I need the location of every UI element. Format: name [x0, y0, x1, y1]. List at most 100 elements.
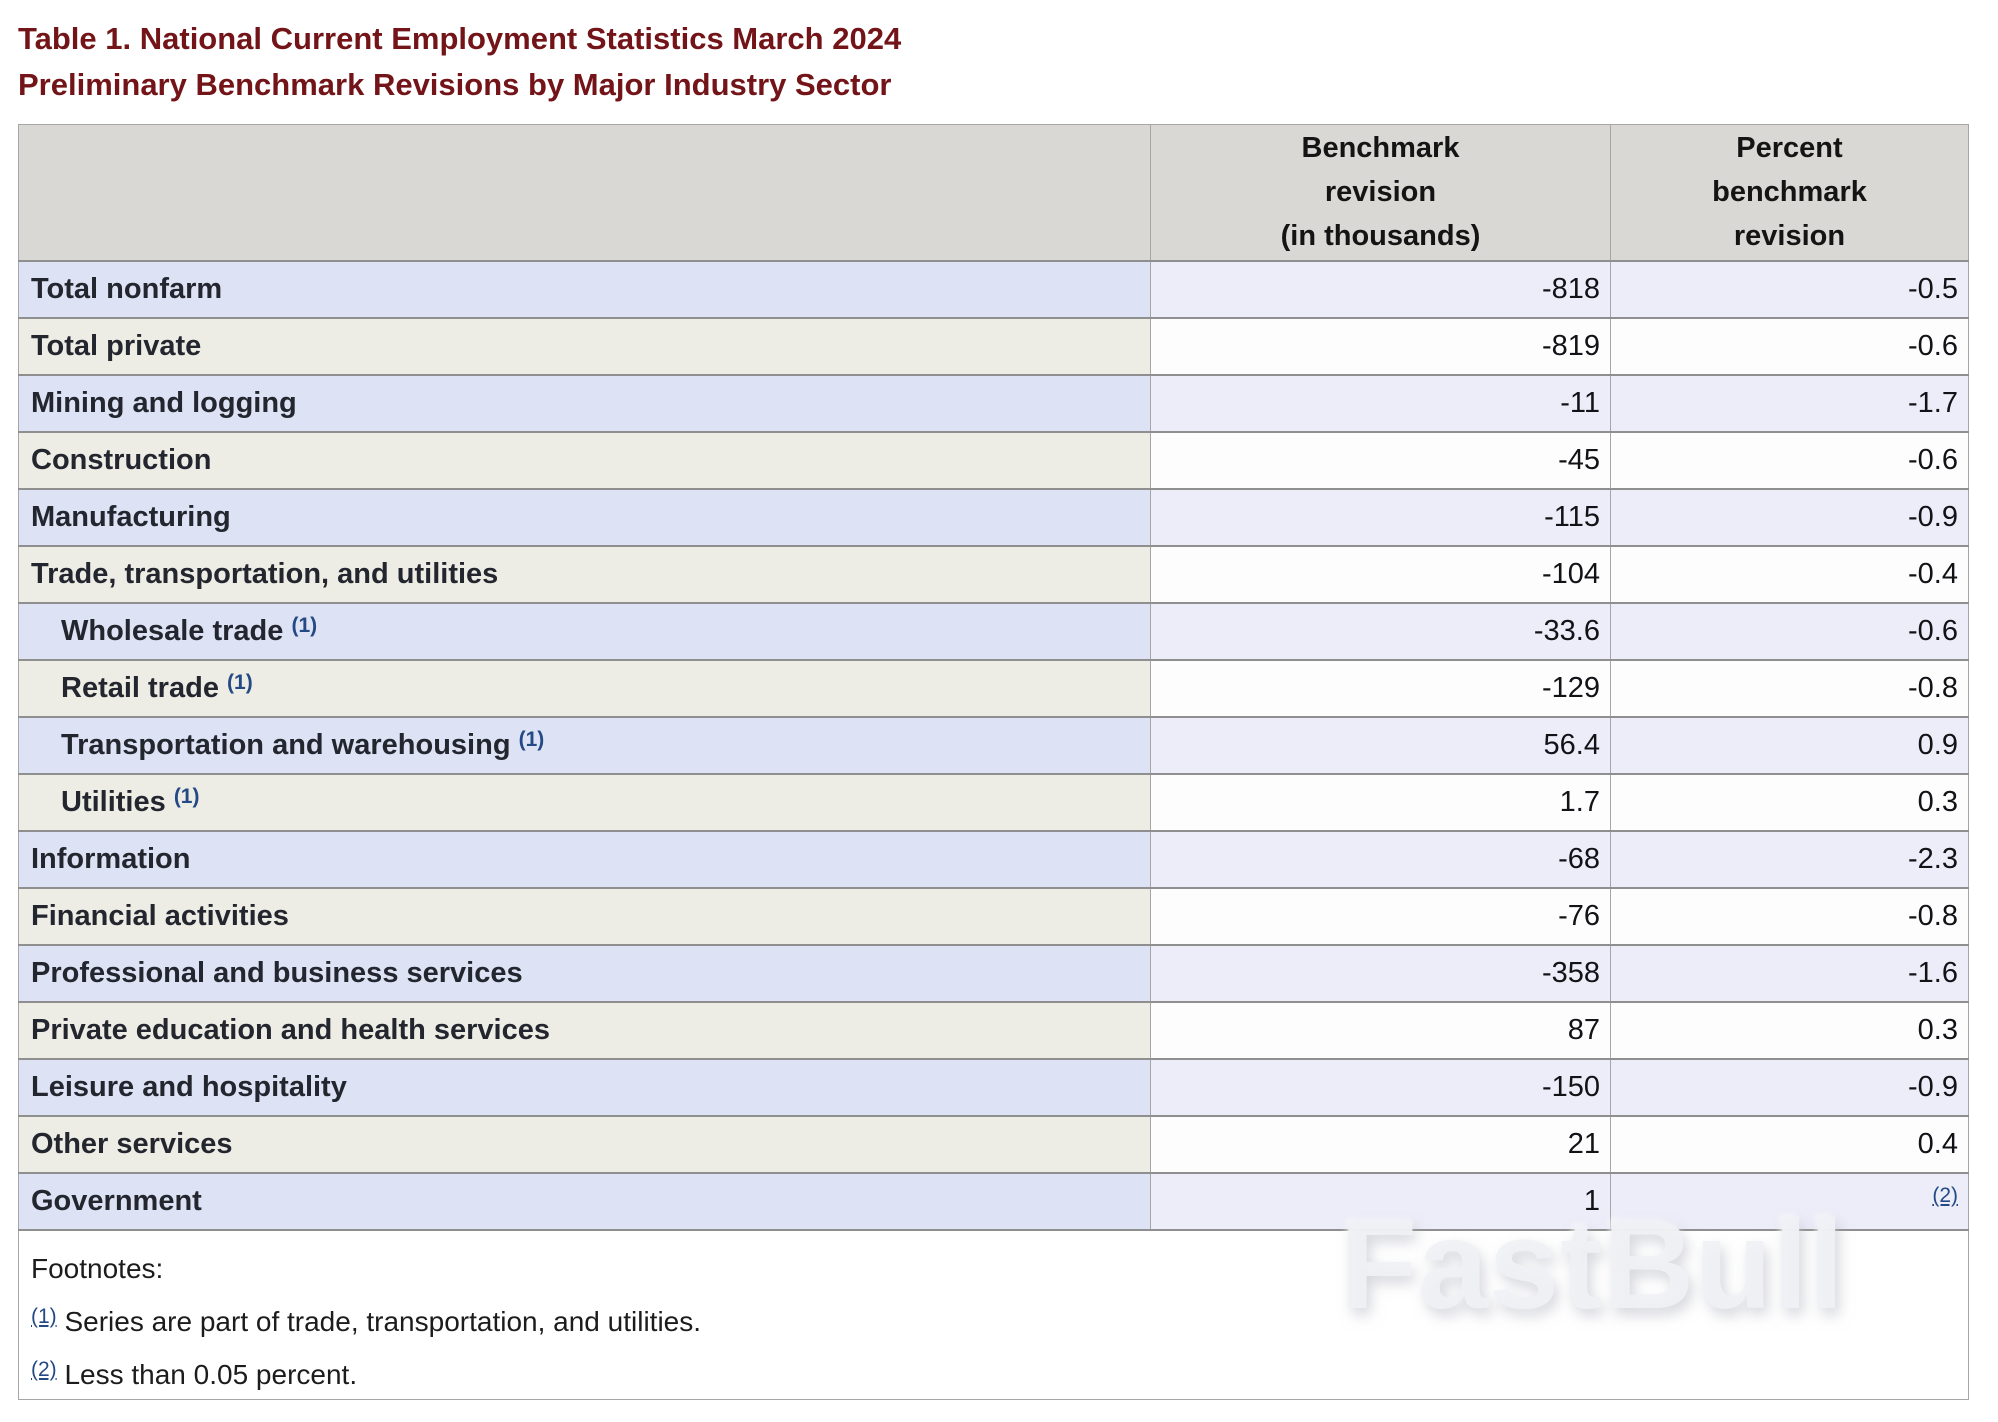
industry-label-cell: Construction: [18, 431, 1151, 489]
table-header-row: Benchmark revision (in thousands) Percen…: [18, 124, 1969, 262]
footnote-ref-link[interactable]: (1): [518, 728, 545, 751]
benchmark-revision-value: 1.7: [1150, 773, 1611, 831]
header-percent-revision-column: Percent benchmark revision: [1610, 124, 1969, 262]
page-title: Table 1. National Current Employment Sta…: [18, 16, 901, 108]
footnote-text: Series are part of trade, transportation…: [56, 1305, 702, 1337]
industry-label-cell: Wholesale trade (1): [18, 602, 1151, 660]
footnote-item: (2) Less than 0.05 percent.: [31, 1346, 1968, 1399]
industry-label: Wholesale trade: [61, 615, 284, 647]
industry-label: Total private: [31, 329, 202, 362]
industry-label-cell: Information: [18, 830, 1151, 888]
benchmark-revisions-table: Benchmark revision (in thousands) Percen…: [18, 124, 1969, 1400]
industry-label: Government: [31, 1184, 202, 1217]
percent-revision-value: -0.6: [1610, 602, 1969, 660]
percent-revision-value: -0.6: [1610, 317, 1969, 375]
header-benchmark-line1: Benchmark: [1301, 132, 1460, 165]
header-percent-line2: benchmark: [1712, 176, 1867, 209]
benchmark-revision-value: -104: [1150, 545, 1611, 603]
industry-label: Construction: [31, 443, 212, 476]
footnote-anchor-link[interactable]: (2): [31, 1357, 57, 1381]
benchmark-revision-value: 56.4: [1150, 716, 1611, 774]
header-benchmark-line3: (in thousands): [1280, 220, 1481, 253]
benchmark-revision-value: -818: [1150, 260, 1611, 318]
table-row: Information -68 -2.3: [18, 830, 1969, 888]
industry-label: Total nonfarm: [31, 272, 223, 305]
table-row: Retail trade (1) -129 -0.8: [18, 659, 1969, 717]
footnote-item: (1) Series are part of trade, transporta…: [31, 1293, 1968, 1346]
industry-label-cell: Leisure and hospitality: [18, 1058, 1151, 1116]
percent-revision-value: 0.3: [1610, 1001, 1969, 1059]
header-percent-line1: Percent: [1736, 132, 1843, 165]
industry-label-cell: Retail trade (1): [18, 659, 1151, 717]
percent-revision-value: -0.9: [1610, 1058, 1969, 1116]
benchmark-revisions-table-container: Benchmark revision (in thousands) Percen…: [18, 124, 1969, 1400]
footnotes-list: (1) Series are part of trade, transporta…: [31, 1293, 1968, 1399]
industry-label-cell: Government: [18, 1172, 1151, 1230]
table-row: Government 1 (2): [18, 1172, 1969, 1230]
benchmark-revision-value: -819: [1150, 317, 1611, 375]
industry-label: Professional and business services: [31, 956, 523, 989]
benchmark-revision-value: 21: [1150, 1115, 1611, 1173]
percent-revision-value: -1.7: [1610, 374, 1969, 432]
industry-label: Manufacturing: [31, 500, 231, 533]
percent-revision-value: -1.6: [1610, 944, 1969, 1002]
page-title-line2: Preliminary Benchmark Revisions by Major…: [18, 67, 892, 102]
page-title-line1: Table 1. National Current Employment Sta…: [18, 21, 902, 56]
percent-revision-value: -0.9: [1610, 488, 1969, 546]
industry-label-cell: Utilities (1): [18, 773, 1151, 831]
industry-label: Information: [31, 842, 191, 875]
industry-label-cell: Total private: [18, 317, 1151, 375]
table-row: Manufacturing -115 -0.9: [18, 488, 1969, 546]
footnote-text: Less than 0.05 percent.: [56, 1358, 358, 1390]
industry-label-cell: Mining and logging: [18, 374, 1151, 432]
table-row: Total private -819 -0.6: [18, 317, 1969, 375]
benchmark-revision-value: 1: [1150, 1172, 1611, 1230]
footnotes-cell: Footnotes: (1) Series are part of trade,…: [18, 1229, 1969, 1399]
industry-label-cell: Manufacturing: [18, 488, 1151, 546]
industry-label-cell: Total nonfarm: [18, 260, 1151, 318]
percent-revision-value: -0.6: [1610, 431, 1969, 489]
footnote-ref-link[interactable]: (1): [227, 671, 253, 694]
footnote-ref-link[interactable]: (1): [291, 614, 318, 637]
industry-label-cell: Financial activities: [18, 887, 1151, 945]
percent-revision-value: -0.5: [1610, 260, 1969, 318]
industry-label-cell: Other services: [18, 1115, 1151, 1173]
footnotes-row: Footnotes: (1) Series are part of trade,…: [18, 1229, 1969, 1399]
footnote-ref-link[interactable]: (2): [1932, 1184, 1958, 1207]
percent-revision-value: -0.8: [1610, 887, 1969, 945]
benchmark-revision-value: -76: [1150, 887, 1611, 945]
industry-label: Utilities: [61, 786, 166, 818]
header-benchmark-line2: revision: [1324, 176, 1437, 209]
table-row: Utilities (1) 1.7 0.3: [18, 773, 1969, 831]
table-row: Wholesale trade (1) -33.6 -0.6: [18, 602, 1969, 660]
percent-revision-value: -0.8: [1610, 659, 1969, 717]
table-row: Transportation and warehousing (1) 56.4 0.…: [18, 716, 1969, 774]
percent-revision-value: 0.3: [1610, 773, 1969, 831]
header-percent-line3: revision: [1733, 220, 1846, 253]
table-row: Mining and logging -11 -1.7: [18, 374, 1969, 432]
table-row: Total nonfarm -818 -0.5: [18, 260, 1969, 318]
industry-label: Transportation and warehousing: [61, 729, 511, 761]
industry-label-cell: Trade, transportation, and utilities: [18, 545, 1151, 603]
percent-revision-value: 0.4: [1610, 1115, 1969, 1173]
table-row: Leisure and hospitality -150 -0.9: [18, 1058, 1969, 1116]
footnote-ref-link[interactable]: (1): [173, 785, 200, 808]
header-industry-column: [18, 124, 1151, 262]
benchmark-revision-value: -129: [1150, 659, 1611, 717]
table-row: Professional and business services -358 -1…: [18, 944, 1969, 1002]
industry-label-cell: Private education and health services: [18, 1001, 1151, 1059]
table-body: Total nonfarm -818 -0.5 Total private -819 -0…: [18, 260, 1969, 1230]
benchmark-revision-value: -68: [1150, 830, 1611, 888]
industry-label: Financial activities: [31, 899, 289, 932]
benchmark-revision-value: -45: [1150, 431, 1611, 489]
industry-label: Trade, transportation, and utilities: [31, 557, 499, 590]
industry-label: Retail trade: [61, 672, 219, 704]
industry-label: Private education and health services: [31, 1013, 550, 1046]
benchmark-revision-value: -358: [1150, 944, 1611, 1002]
footnotes-heading: Footnotes:: [31, 1252, 164, 1284]
table-row: Construction -45 -0.6: [18, 431, 1969, 489]
footnote-anchor-link[interactable]: (1): [31, 1304, 57, 1328]
benchmark-revision-value: -33.6: [1150, 602, 1611, 660]
benchmark-revision-value: -115: [1150, 488, 1611, 546]
percent-revision-value: -0.4: [1610, 545, 1969, 603]
